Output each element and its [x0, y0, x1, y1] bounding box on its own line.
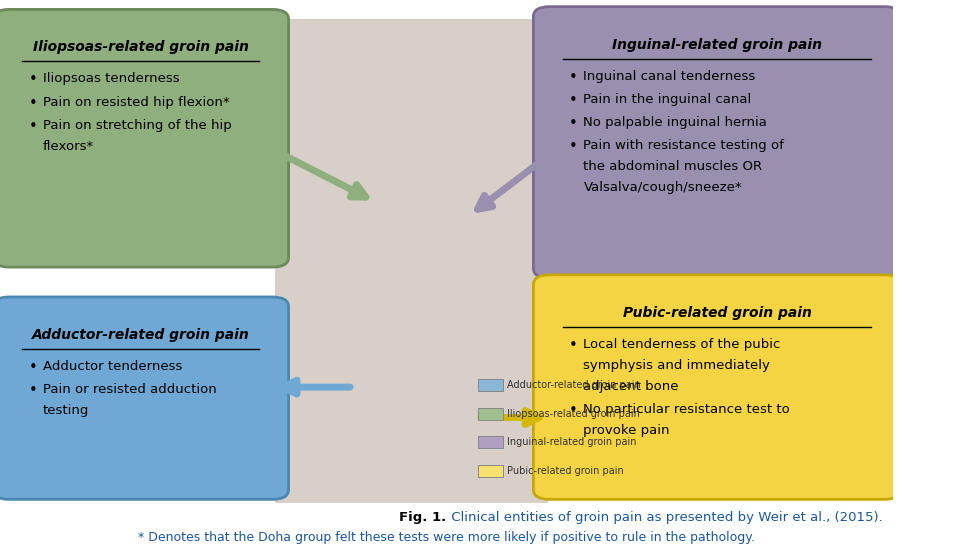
Text: Adductor tenderness: Adductor tenderness	[43, 360, 182, 373]
Text: •: •	[569, 70, 578, 85]
Text: Inguinal-related groin pain: Inguinal-related groin pain	[508, 437, 637, 447]
Text: Pain with resistance testing of: Pain with resistance testing of	[583, 139, 785, 153]
Text: adjacent bone: adjacent bone	[583, 380, 679, 393]
Bar	[478, 436, 503, 448]
Text: Pain on stretching of the hip: Pain on stretching of the hip	[43, 119, 232, 132]
FancyBboxPatch shape	[0, 9, 288, 267]
Text: Pain on resisted hip flexion*: Pain on resisted hip flexion*	[43, 96, 230, 109]
Text: symphysis and immediately: symphysis and immediately	[583, 359, 770, 372]
Text: Inguinal-related groin pain: Inguinal-related groin pain	[612, 38, 822, 51]
Text: •: •	[569, 338, 578, 353]
Text: Valsalva/cough/sneeze*: Valsalva/cough/sneeze*	[583, 181, 742, 195]
Text: provoke pain: provoke pain	[583, 424, 670, 437]
Text: Local tenderness of the pubic: Local tenderness of the pubic	[583, 338, 781, 351]
Text: Fig. 1.: Fig. 1.	[399, 510, 446, 524]
Text: testing: testing	[43, 404, 89, 418]
Text: Clinical entities of groin pain as presented by Weir et al., (2015).: Clinical entities of groin pain as prese…	[446, 510, 882, 524]
Text: Iliopsoas-related groin pain: Iliopsoas-related groin pain	[508, 409, 640, 419]
Text: •: •	[29, 96, 37, 111]
Text: •: •	[569, 93, 578, 108]
Text: Inguinal canal tenderness: Inguinal canal tenderness	[583, 70, 756, 83]
Text: Pain or resisted adduction: Pain or resisted adduction	[43, 383, 217, 397]
Text: •: •	[569, 139, 578, 154]
Text: •: •	[29, 119, 37, 134]
FancyBboxPatch shape	[534, 275, 901, 499]
Bar	[478, 379, 503, 391]
Text: Pain in the inguinal canal: Pain in the inguinal canal	[583, 93, 752, 106]
FancyBboxPatch shape	[534, 7, 901, 278]
Text: •: •	[29, 383, 37, 398]
Text: Pubic-related groin pain: Pubic-related groin pain	[508, 466, 625, 476]
Text: •: •	[569, 403, 578, 418]
Text: No palpable inguinal hernia: No palpable inguinal hernia	[583, 116, 767, 129]
FancyBboxPatch shape	[275, 19, 548, 503]
Text: the abdominal muscles OR: the abdominal muscles OR	[583, 160, 763, 174]
Text: Iliopsoas-related groin pain: Iliopsoas-related groin pain	[33, 40, 249, 54]
Bar	[478, 408, 503, 420]
Text: •: •	[569, 116, 578, 131]
Text: Iliopsoas tenderness: Iliopsoas tenderness	[43, 72, 179, 86]
Text: No particular resistance test to: No particular resistance test to	[583, 403, 790, 416]
Text: •: •	[29, 72, 37, 87]
Text: Adductor-related groin pain: Adductor-related groin pain	[32, 328, 250, 342]
Bar	[478, 465, 503, 477]
Text: flexors*: flexors*	[43, 140, 94, 153]
Text: Pubic-related groin pain: Pubic-related groin pain	[623, 306, 811, 320]
Text: Adductor-related groin pain: Adductor-related groin pain	[508, 380, 641, 390]
Text: •: •	[29, 360, 37, 375]
Text: * Denotes that the Doha group felt these tests were more likely if positive to r: * Denotes that the Doha group felt these…	[138, 531, 755, 544]
FancyBboxPatch shape	[0, 297, 288, 499]
